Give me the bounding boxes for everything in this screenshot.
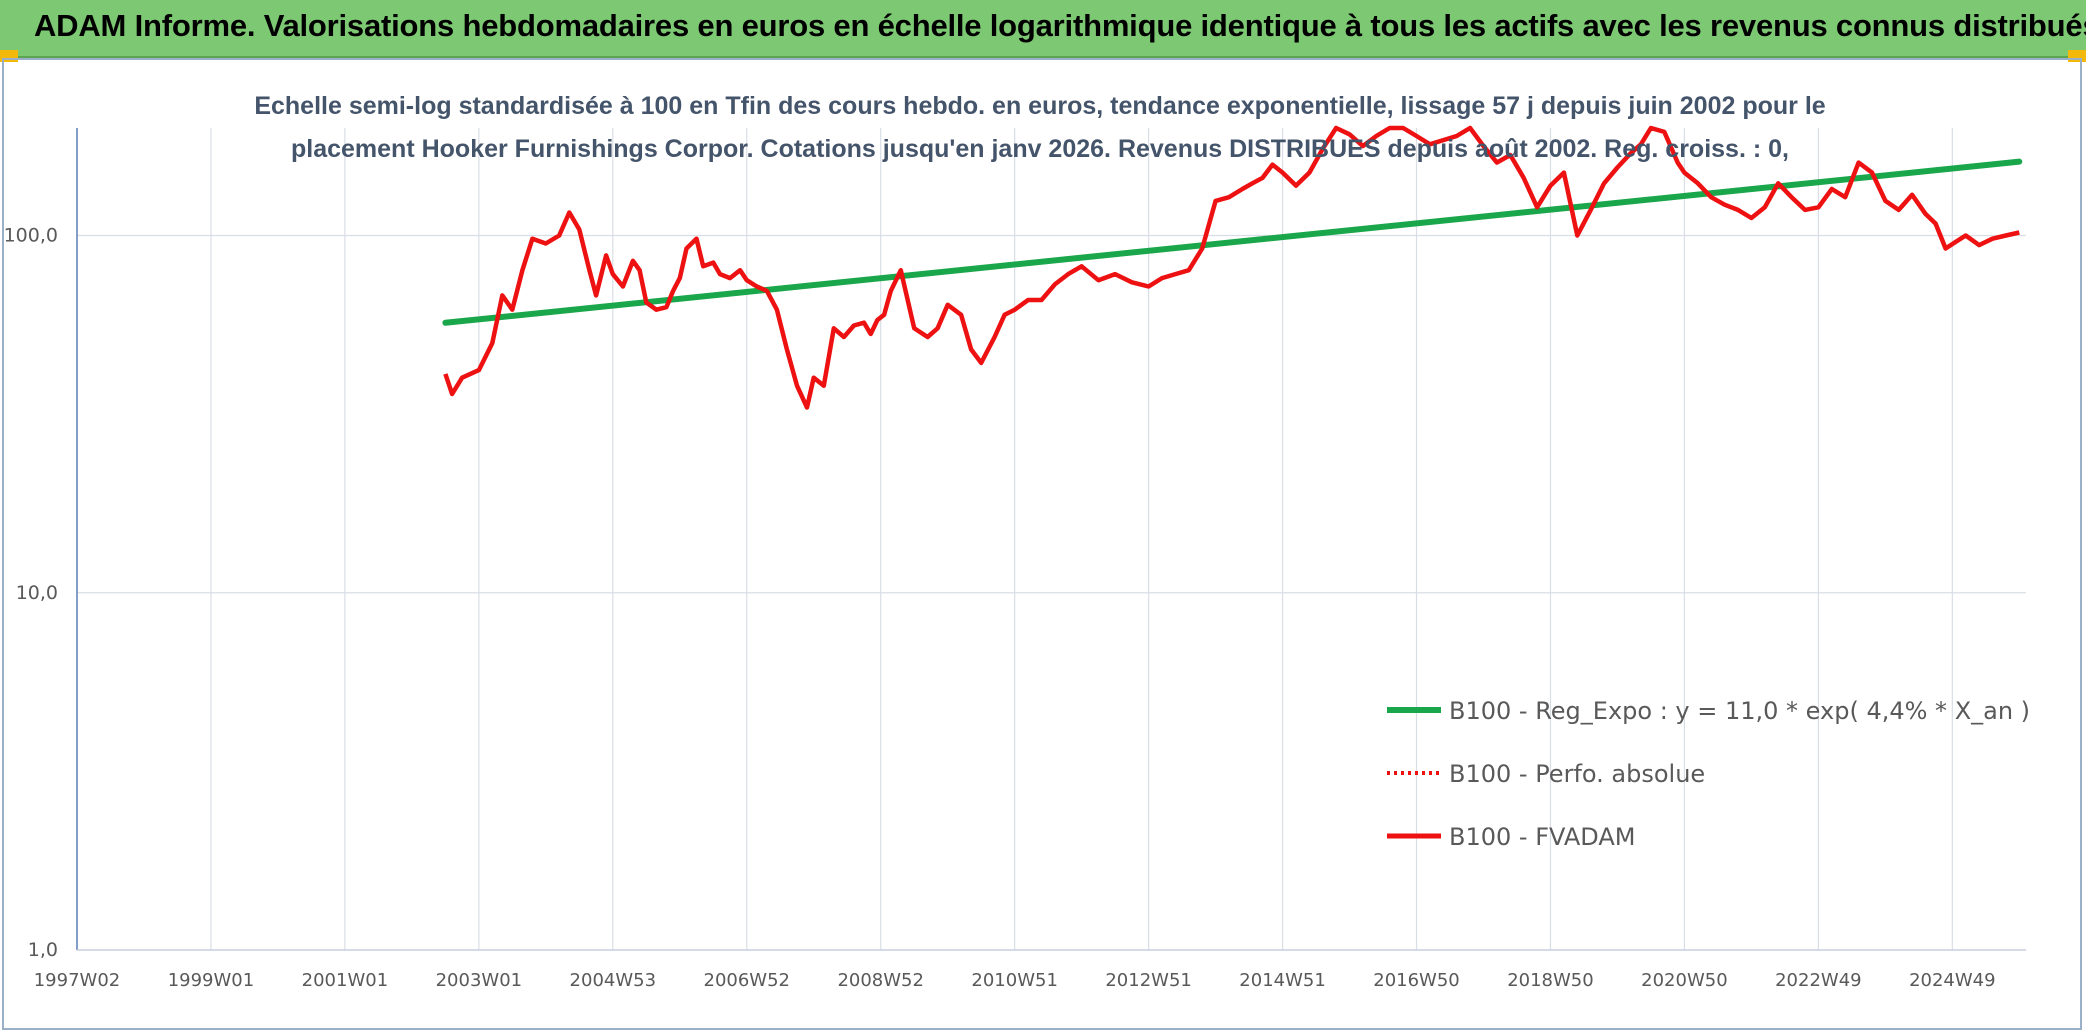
y-tick-label: 100,0 — [4, 225, 58, 247]
chart-subtitle-line-1: Echelle semi-log standardisée à 100 en T… — [254, 92, 1825, 120]
x-tick-label: 1999W01 — [168, 970, 255, 991]
x-tick-label: 2020W50 — [1641, 970, 1728, 991]
x-tick-label: 2006W52 — [704, 970, 791, 991]
y-tick-label: 10,0 — [16, 582, 58, 604]
y-tick-label: 1,0 — [28, 939, 58, 961]
chart-subtitle: Echelle semi-log standardisée à 100 en T… — [254, 92, 1825, 163]
x-tick-label: 2003W01 — [436, 970, 523, 991]
series-group — [442, 125, 2023, 410]
x-tick-label: 1997W02 — [34, 970, 121, 991]
axes: 1,0 10,0 100,0 1997W02 1999W01 2001W01 2003W01… — [4, 128, 2026, 991]
x-tick-label: 2008W52 — [837, 970, 924, 991]
series-layer — [442, 125, 2023, 410]
chart-subtitle-line-2: placement Hooker Furnishings Corpor. Cot… — [291, 135, 1789, 163]
x-tick-label: 2014W51 — [1239, 970, 1326, 991]
legend-label: B100 - Perfo. absolue — [1449, 760, 1705, 788]
chart-frame — [2, 58, 2082, 1030]
grid — [76, 128, 2026, 951]
x-tick-label: 2018W50 — [1507, 970, 1594, 991]
legend: B100 - Reg_Expo : y = 11,0 * exp( 4,4% *… — [1387, 697, 2030, 851]
x-tick-label: 2001W01 — [302, 970, 389, 991]
x-tick-label: 2016W50 — [1373, 970, 1460, 991]
legend-label: B100 - Reg_Expo : y = 11,0 * exp( 4,4% *… — [1449, 697, 2030, 725]
x-tick-label: 2024W49 — [1909, 970, 1996, 991]
x-tick-label: 2022W49 — [1775, 970, 1862, 991]
trend-line — [442, 158, 2023, 326]
fvadam-line — [443, 125, 2020, 410]
legend-label: B100 - FVADAM — [1449, 823, 1635, 851]
x-tick-label: 2004W53 — [570, 970, 657, 991]
report-title: ADAM Informe. Valorisations hebdomadaire… — [34, 8, 2086, 43]
x-tick-label: 2010W51 — [971, 970, 1058, 991]
report-banner: ADAM Informe. Valorisations hebdomadaire… — [0, 0, 2086, 58]
x-tick-label: 2012W51 — [1105, 970, 1192, 991]
